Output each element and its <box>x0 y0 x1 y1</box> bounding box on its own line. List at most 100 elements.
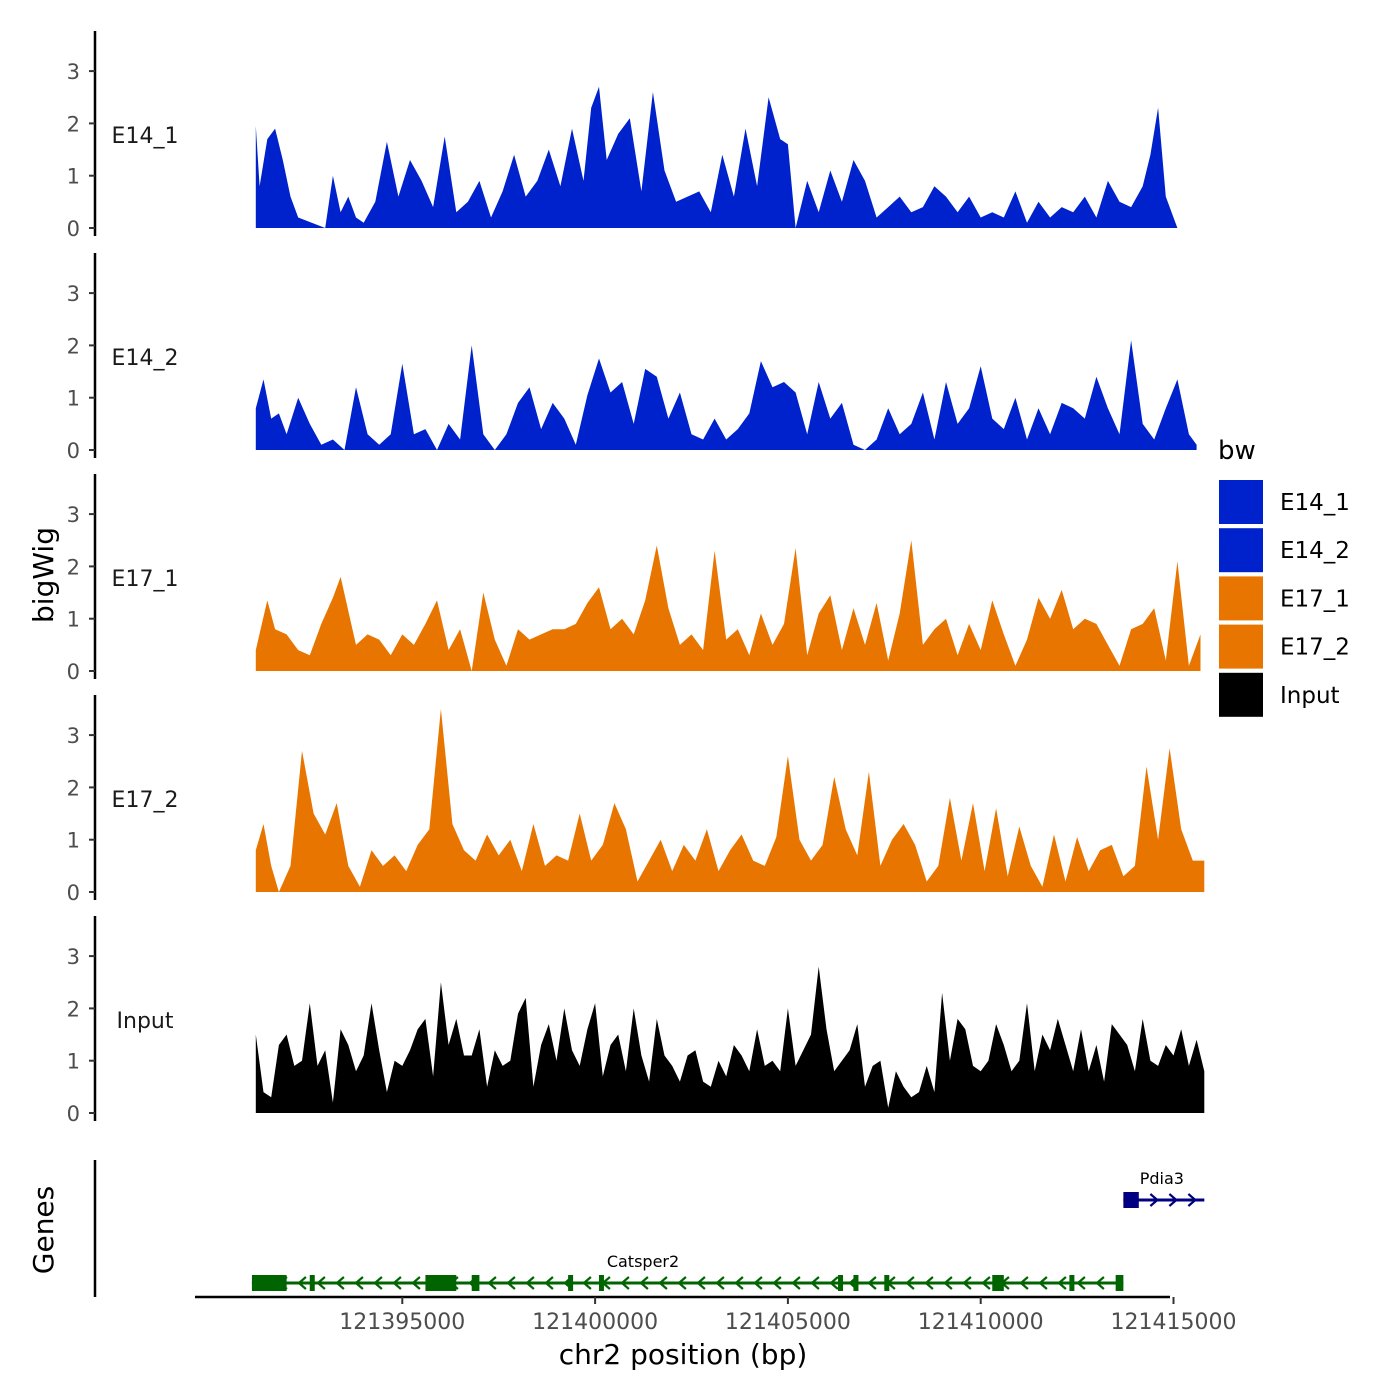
gene-label: Pdia3 <box>1140 1169 1184 1188</box>
strand-arrow <box>373 1276 383 1290</box>
strand-arrow <box>582 1276 592 1290</box>
legend-swatch-E17_2 <box>1219 624 1263 669</box>
legend-swatch-E14_2 <box>1219 528 1263 573</box>
gene-panel: Pdia3 Catsper2 <box>93 1160 1205 1297</box>
y-tick-label: 2 <box>67 776 80 800</box>
strand-arrow <box>753 1276 763 1290</box>
strand-arrow <box>772 1276 782 1290</box>
strand-arrow <box>1038 1276 1048 1290</box>
y-tick-label: 3 <box>67 60 80 84</box>
y-tick-label: 3 <box>67 724 80 748</box>
y-tick-label: 1 <box>67 608 80 632</box>
exon <box>1115 1275 1124 1291</box>
y-tick-label: 1 <box>67 829 80 853</box>
strand-arrow <box>411 1276 421 1290</box>
strand-arrow <box>829 1276 839 1290</box>
y-tick-label: 3 <box>67 282 80 306</box>
track-E17_2: 0 1 2 3 E17_2 <box>67 695 1205 905</box>
strand-arrow <box>297 1276 307 1290</box>
track-Input: 0 1 2 3 Input <box>67 916 1205 1126</box>
y-tick-label: 2 <box>67 334 80 358</box>
track-label: Input <box>117 1009 174 1034</box>
strand-arrow <box>354 1276 364 1290</box>
track-E17_1: 0 1 2 3 E17_1 <box>67 474 1201 684</box>
legend-label-E17_1: E17_1 <box>1280 586 1350 612</box>
exon <box>309 1275 315 1291</box>
y-tick-label: 2 <box>67 997 80 1021</box>
strand-arrow <box>867 1276 877 1290</box>
coverage-area-Input <box>255 966 1205 1113</box>
y-tick-label: 1 <box>67 1050 80 1074</box>
coverage-area-E17_1 <box>255 540 1201 671</box>
strand-arrow <box>506 1276 516 1290</box>
exon <box>1123 1192 1139 1208</box>
strand-arrow <box>677 1276 687 1290</box>
strand-arrow <box>791 1276 801 1290</box>
strand-arrow <box>1095 1276 1105 1290</box>
legend-label-E17_2: E17_2 <box>1280 635 1350 661</box>
strand-arrow <box>1019 1276 1029 1290</box>
strand-arrow <box>639 1276 649 1290</box>
x-tick-label: 121415000 <box>1111 1310 1237 1335</box>
strand-arrow <box>715 1276 725 1290</box>
y-tick-label: 0 <box>67 439 80 463</box>
legend-swatch-Input <box>1219 672 1263 717</box>
strand-arrow <box>392 1276 402 1290</box>
legend-label-Input: Input <box>1280 683 1340 709</box>
y-tick-label: 0 <box>67 660 80 684</box>
y-tick-label: 2 <box>67 555 80 579</box>
gene-Catsper2: Catsper2 <box>251 1252 1124 1291</box>
y-tick-label: 1 <box>67 165 80 189</box>
track-label: E17_1 <box>112 567 179 592</box>
strand-arrow <box>810 1276 820 1290</box>
strand-arrow <box>1149 1193 1160 1207</box>
strand-arrow <box>487 1276 497 1290</box>
coverage-area-E14_1 <box>255 86 1178 228</box>
tracks-layer: 0 1 2 3 E14_1 0 1 2 3 E14_2 0 1 2 3 E17_1 0 1 2 3 E17_2 0 1 2 3… <box>67 31 1205 1126</box>
exon <box>251 1275 287 1291</box>
strand-arrow <box>734 1276 744 1290</box>
strand-arrow <box>924 1276 934 1290</box>
y-tick-label: 0 <box>67 1102 80 1126</box>
strand-arrow <box>620 1276 630 1290</box>
legend-swatch-E14_1 <box>1219 480 1263 524</box>
x-tick-label: 121410000 <box>918 1310 1044 1335</box>
x-tick-label: 121395000 <box>339 1310 465 1335</box>
strand-arrow <box>658 1276 668 1290</box>
x-axis: 121395000 121400000 121405000 121410000 1214… <box>195 1295 1237 1335</box>
x-axis-title: chr2 position (bp) <box>559 1338 808 1371</box>
gene-label: Catsper2 <box>607 1252 679 1271</box>
legend-title: bw <box>1218 436 1256 466</box>
strand-arrow <box>335 1276 345 1290</box>
legend-swatch-E17_1 <box>1219 576 1263 621</box>
y-tick-label: 2 <box>67 112 80 136</box>
exon <box>853 1275 859 1291</box>
strand-arrow <box>525 1276 535 1290</box>
exon <box>568 1275 574 1291</box>
coverage-area-E14_2 <box>255 340 1197 450</box>
exon <box>425 1275 457 1291</box>
strand-arrow <box>1187 1193 1198 1207</box>
y-tick-label: 1 <box>67 387 80 411</box>
gene-Pdia3: Pdia3 <box>1123 1169 1205 1208</box>
y-tick-label: 3 <box>67 945 80 969</box>
y-tick-label: 3 <box>67 503 80 527</box>
x-tick-label: 121400000 <box>532 1310 658 1335</box>
x-tick-label: 121405000 <box>725 1310 851 1335</box>
track-label: E14_2 <box>112 346 179 371</box>
track-E14_2: 0 1 2 3 E14_2 <box>67 253 1197 463</box>
track-label: E17_2 <box>112 788 179 813</box>
exon <box>598 1275 604 1291</box>
strand-arrow <box>905 1276 915 1290</box>
exon <box>838 1275 844 1291</box>
legend-label-E14_1: E14_1 <box>1280 490 1350 516</box>
legend-label-E14_2: E14_2 <box>1280 538 1350 564</box>
strand-arrow <box>1076 1276 1086 1290</box>
strand-arrow <box>316 1276 326 1290</box>
coverage-area-E17_2 <box>255 709 1205 892</box>
strand-arrow <box>1057 1276 1067 1290</box>
strand-arrow <box>1168 1193 1179 1207</box>
exon <box>1069 1275 1075 1291</box>
y-tick-label: 0 <box>67 881 80 905</box>
